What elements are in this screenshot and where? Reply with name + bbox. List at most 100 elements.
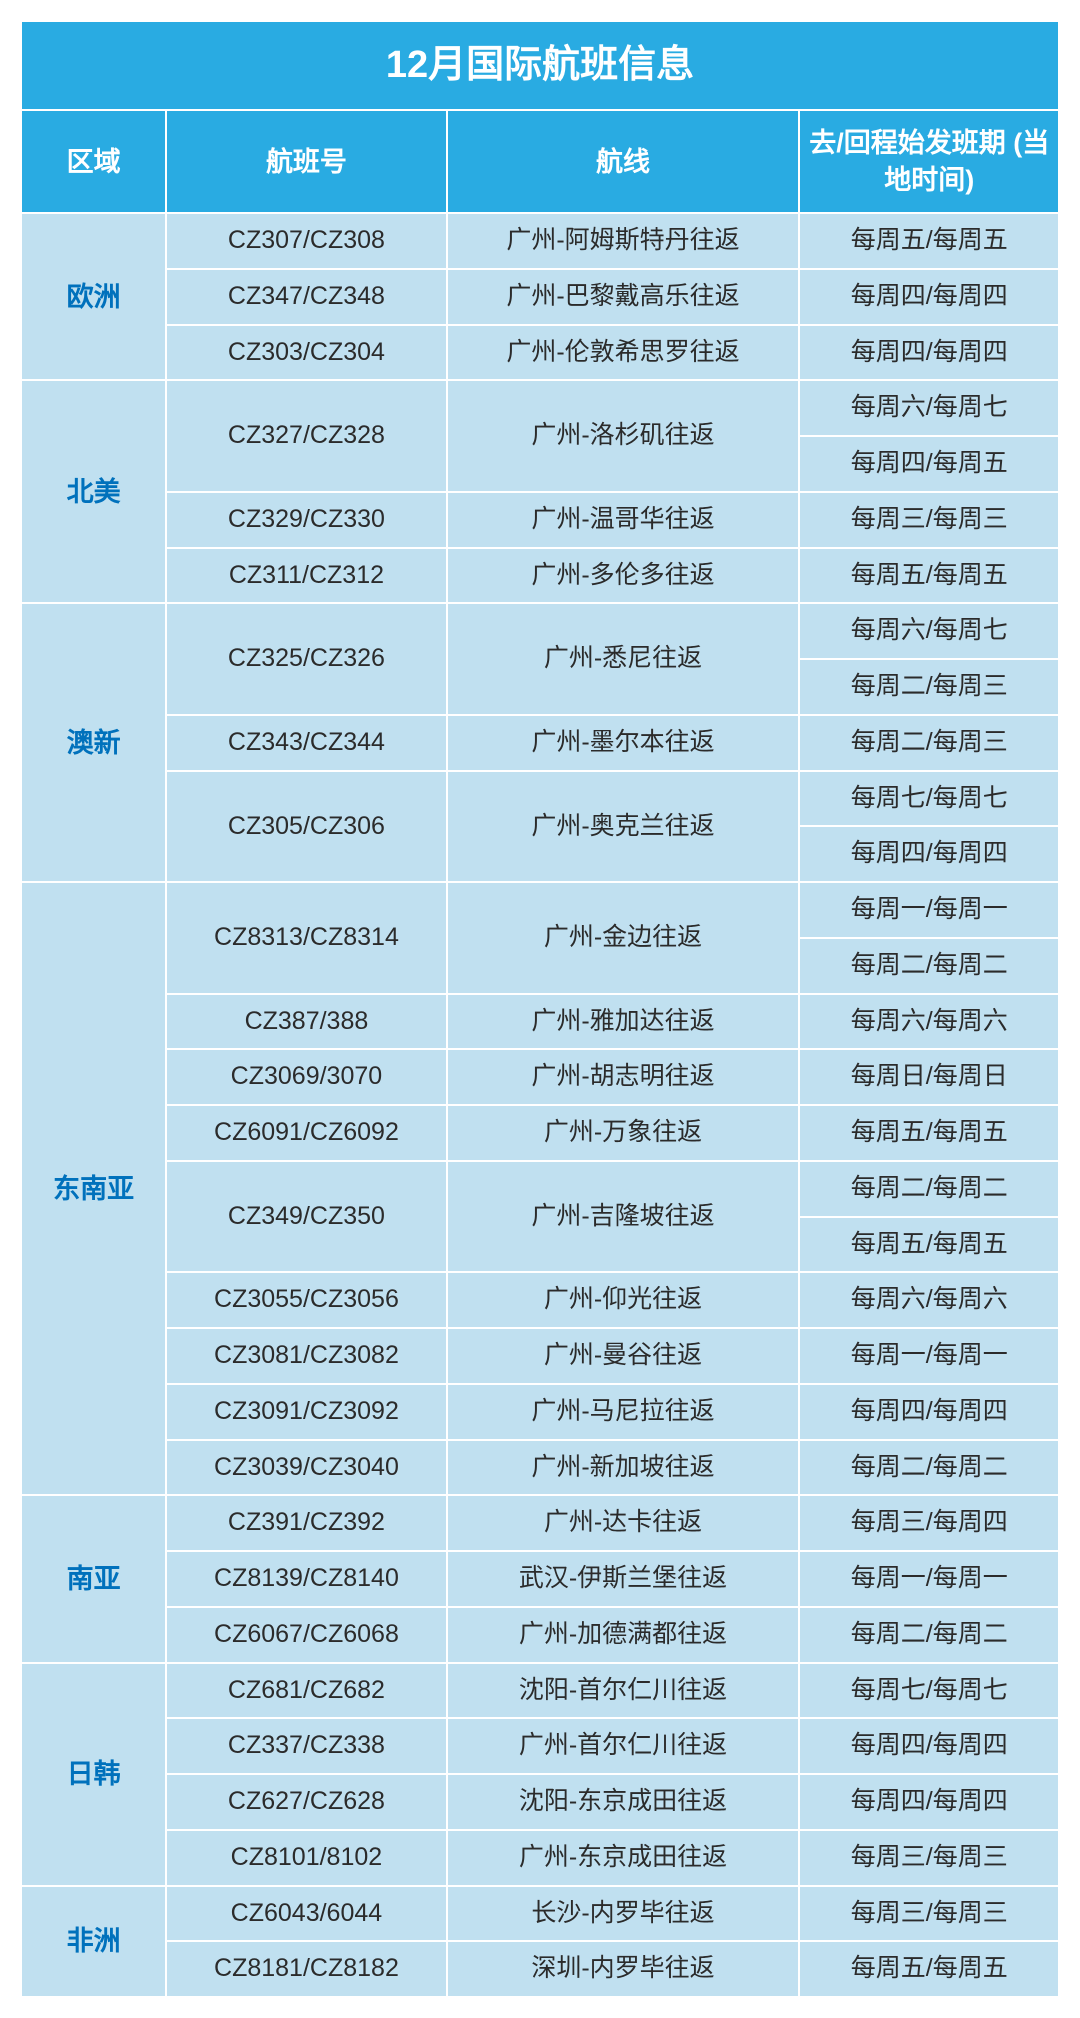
table-header-row: 区域 航班号 航线 去/回程始发班期 (当地时间) xyxy=(21,110,1059,213)
schedule-cell: 每周四/每周四 xyxy=(799,826,1059,882)
route-cell: 广州-伦敦希思罗往返 xyxy=(447,325,800,381)
flight-number-cell: CZ303/CZ304 xyxy=(166,325,446,381)
route-cell: 广州-洛杉矶往返 xyxy=(447,380,800,492)
schedule-cell: 每周二/每周三 xyxy=(799,715,1059,771)
table-row: CZ349/CZ350广州-吉隆坡往返每周二/每周二 xyxy=(21,1161,1059,1217)
schedule-cell: 每周六/每周七 xyxy=(799,380,1059,436)
route-cell: 广州-加德满都往返 xyxy=(447,1607,800,1663)
route-cell: 广州-万象往返 xyxy=(447,1105,800,1161)
table-row: CZ8101/8102广州-东京成田往返每周三/每周三 xyxy=(21,1830,1059,1886)
region-cell: 东南亚 xyxy=(21,882,166,1495)
table-row: CZ305/CZ306广州-奥克兰往返每周七/每周七 xyxy=(21,771,1059,827)
route-cell: 广州-奥克兰往返 xyxy=(447,771,800,883)
region-cell: 北美 xyxy=(21,380,166,603)
schedule-cell: 每周三/每周三 xyxy=(799,1886,1059,1942)
flight-number-cell: CZ305/CZ306 xyxy=(166,771,446,883)
schedule-cell: 每周五/每周五 xyxy=(799,213,1059,269)
table-row: CZ627/CZ628沈阳-东京成田往返每周四/每周四 xyxy=(21,1774,1059,1830)
schedule-cell: 每周四/每周五 xyxy=(799,436,1059,492)
flight-number-cell: CZ3055/CZ3056 xyxy=(166,1272,446,1328)
table-row: 非洲CZ6043/6044长沙-内罗毕往返每周三/每周三 xyxy=(21,1886,1059,1942)
flight-number-cell: CZ6067/CZ6068 xyxy=(166,1607,446,1663)
route-cell: 广州-首尔仁川往返 xyxy=(447,1718,800,1774)
flight-number-cell: CZ347/CZ348 xyxy=(166,269,446,325)
flight-number-cell: CZ3039/CZ3040 xyxy=(166,1440,446,1496)
region-cell: 日韩 xyxy=(21,1663,166,1886)
table-row: CZ303/CZ304广州-伦敦希思罗往返每周四/每周四 xyxy=(21,325,1059,381)
flight-number-cell: CZ329/CZ330 xyxy=(166,492,446,548)
route-cell: 深圳-内罗毕往返 xyxy=(447,1941,800,1997)
table-row: CZ6067/CZ6068广州-加德满都往返每周二/每周二 xyxy=(21,1607,1059,1663)
schedule-cell: 每周二/每周二 xyxy=(799,1440,1059,1496)
route-cell: 广州-巴黎戴高乐往返 xyxy=(447,269,800,325)
region-cell: 欧洲 xyxy=(21,213,166,380)
table-row: CZ343/CZ344广州-墨尔本往返每周二/每周三 xyxy=(21,715,1059,771)
col-header-schedule: 去/回程始发班期 (当地时间) xyxy=(799,110,1059,213)
schedule-cell: 每周日/每周日 xyxy=(799,1049,1059,1105)
table-row: 南亚CZ391/CZ392广州-达卡往返每周三/每周四 xyxy=(21,1495,1059,1551)
flight-number-cell: CZ343/CZ344 xyxy=(166,715,446,771)
route-cell: 武汉-伊斯兰堡往返 xyxy=(447,1551,800,1607)
col-header-flight: 航班号 xyxy=(166,110,446,213)
flight-number-cell: CZ391/CZ392 xyxy=(166,1495,446,1551)
flight-schedule-table: 12月国际航班信息 区域 航班号 航线 去/回程始发班期 (当地时间) 欧洲CZ… xyxy=(20,20,1060,1998)
route-cell: 广州-东京成田往返 xyxy=(447,1830,800,1886)
flight-number-cell: CZ311/CZ312 xyxy=(166,548,446,604)
schedule-cell: 每周四/每周四 xyxy=(799,1774,1059,1830)
region-cell: 非洲 xyxy=(21,1886,166,1998)
schedule-cell: 每周二/每周二 xyxy=(799,1161,1059,1217)
flight-number-cell: CZ3081/CZ3082 xyxy=(166,1328,446,1384)
schedule-cell: 每周七/每周七 xyxy=(799,771,1059,827)
schedule-cell: 每周二/每周三 xyxy=(799,659,1059,715)
schedule-cell: 每周一/每周一 xyxy=(799,1551,1059,1607)
route-cell: 广州-达卡往返 xyxy=(447,1495,800,1551)
col-header-region: 区域 xyxy=(21,110,166,213)
schedule-cell: 每周五/每周五 xyxy=(799,1105,1059,1161)
table-row: CZ329/CZ330广州-温哥华往返每周三/每周三 xyxy=(21,492,1059,548)
table-row: CZ3055/CZ3056广州-仰光往返每周六/每周六 xyxy=(21,1272,1059,1328)
table-row: CZ311/CZ312广州-多伦多往返每周五/每周五 xyxy=(21,548,1059,604)
table-row: CZ3081/CZ3082广州-曼谷往返每周一/每周一 xyxy=(21,1328,1059,1384)
route-cell: 沈阳-东京成田往返 xyxy=(447,1774,800,1830)
route-cell: 广州-雅加达往返 xyxy=(447,994,800,1050)
route-cell: 广州-吉隆坡往返 xyxy=(447,1161,800,1273)
flight-number-cell: CZ3091/CZ3092 xyxy=(166,1384,446,1440)
schedule-cell: 每周一/每周一 xyxy=(799,1328,1059,1384)
table-row: CZ337/CZ338广州-首尔仁川往返每周四/每周四 xyxy=(21,1718,1059,1774)
schedule-cell: 每周二/每周二 xyxy=(799,1607,1059,1663)
table-row: CZ3039/CZ3040广州-新加坡往返每周二/每周二 xyxy=(21,1440,1059,1496)
route-cell: 沈阳-首尔仁川往返 xyxy=(447,1663,800,1719)
schedule-cell: 每周三/每周三 xyxy=(799,492,1059,548)
route-cell: 广州-新加坡往返 xyxy=(447,1440,800,1496)
table-row: CZ6091/CZ6092广州-万象往返每周五/每周五 xyxy=(21,1105,1059,1161)
route-cell: 广州-阿姆斯特丹往返 xyxy=(447,213,800,269)
route-cell: 广州-温哥华往返 xyxy=(447,492,800,548)
flight-number-cell: CZ337/CZ338 xyxy=(166,1718,446,1774)
route-cell: 长沙-内罗毕往返 xyxy=(447,1886,800,1942)
schedule-cell: 每周一/每周一 xyxy=(799,882,1059,938)
route-cell: 广州-曼谷往返 xyxy=(447,1328,800,1384)
table-row: 欧洲CZ307/CZ308广州-阿姆斯特丹往返每周五/每周五 xyxy=(21,213,1059,269)
schedule-cell: 每周四/每周四 xyxy=(799,1718,1059,1774)
table-row: 澳新CZ325/CZ326广州-悉尼往返每周六/每周七 xyxy=(21,603,1059,659)
table-row: CZ8181/CZ8182深圳-内罗毕往返每周五/每周五 xyxy=(21,1941,1059,1997)
flight-number-cell: CZ387/388 xyxy=(166,994,446,1050)
schedule-cell: 每周五/每周五 xyxy=(799,548,1059,604)
flight-number-cell: CZ627/CZ628 xyxy=(166,1774,446,1830)
route-cell: 广州-金边往返 xyxy=(447,882,800,994)
schedule-cell: 每周四/每周四 xyxy=(799,269,1059,325)
flight-number-cell: CZ681/CZ682 xyxy=(166,1663,446,1719)
route-cell: 广州-多伦多往返 xyxy=(447,548,800,604)
route-cell: 广州-胡志明往返 xyxy=(447,1049,800,1105)
schedule-cell: 每周四/每周四 xyxy=(799,325,1059,381)
table-row: CZ3091/CZ3092广州-马尼拉往返每周四/每周四 xyxy=(21,1384,1059,1440)
flight-number-cell: CZ8181/CZ8182 xyxy=(166,1941,446,1997)
table-title: 12月国际航班信息 xyxy=(21,21,1059,110)
table-row: CZ3069/3070广州-胡志明往返每周日/每周日 xyxy=(21,1049,1059,1105)
table-row: 北美CZ327/CZ328广州-洛杉矶往返每周六/每周七 xyxy=(21,380,1059,436)
schedule-cell: 每周三/每周四 xyxy=(799,1495,1059,1551)
flight-number-cell: CZ307/CZ308 xyxy=(166,213,446,269)
table-row: CZ387/388广州-雅加达往返每周六/每周六 xyxy=(21,994,1059,1050)
flight-number-cell: CZ349/CZ350 xyxy=(166,1161,446,1273)
schedule-cell: 每周二/每周二 xyxy=(799,938,1059,994)
